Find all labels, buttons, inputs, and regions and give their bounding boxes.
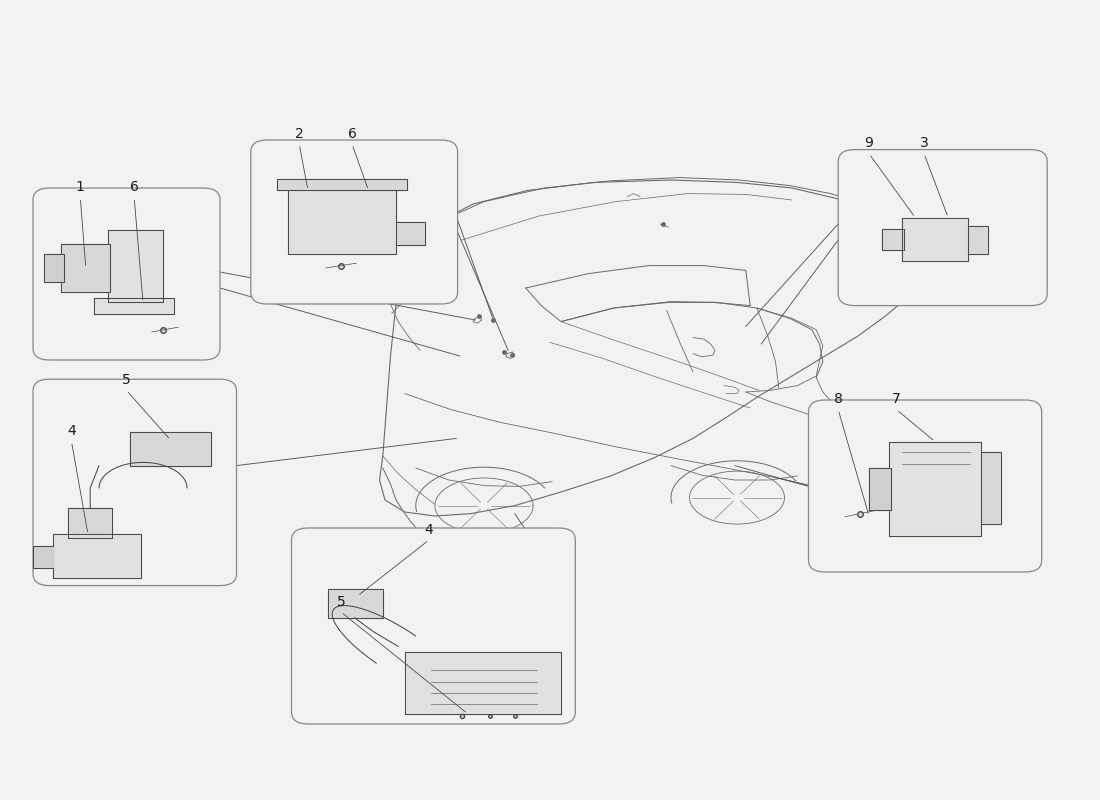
Polygon shape bbox=[889, 442, 981, 536]
Text: 1: 1 bbox=[76, 180, 85, 194]
Polygon shape bbox=[68, 508, 112, 538]
Polygon shape bbox=[882, 229, 904, 250]
Polygon shape bbox=[33, 546, 53, 568]
Polygon shape bbox=[94, 298, 174, 314]
Text: 5: 5 bbox=[122, 373, 131, 387]
Text: 7: 7 bbox=[892, 392, 901, 406]
Polygon shape bbox=[981, 452, 1001, 524]
Polygon shape bbox=[902, 218, 968, 261]
FancyBboxPatch shape bbox=[292, 528, 575, 724]
Text: 9: 9 bbox=[865, 136, 873, 150]
Text: 3: 3 bbox=[920, 136, 928, 150]
Polygon shape bbox=[288, 190, 396, 254]
Polygon shape bbox=[328, 589, 383, 618]
FancyBboxPatch shape bbox=[33, 379, 236, 586]
Text: 5: 5 bbox=[337, 595, 345, 609]
FancyBboxPatch shape bbox=[33, 188, 220, 360]
Text: 4: 4 bbox=[425, 523, 433, 537]
FancyBboxPatch shape bbox=[838, 150, 1047, 306]
Polygon shape bbox=[277, 179, 407, 190]
Polygon shape bbox=[130, 432, 211, 466]
FancyBboxPatch shape bbox=[808, 400, 1042, 572]
FancyBboxPatch shape bbox=[251, 140, 458, 304]
Text: 4: 4 bbox=[67, 424, 76, 438]
Polygon shape bbox=[44, 254, 64, 282]
Text: 8: 8 bbox=[834, 392, 843, 406]
Text: 6: 6 bbox=[130, 180, 139, 194]
Polygon shape bbox=[869, 468, 891, 510]
Polygon shape bbox=[53, 534, 141, 578]
Polygon shape bbox=[405, 652, 561, 714]
Polygon shape bbox=[396, 222, 425, 245]
Polygon shape bbox=[108, 230, 163, 302]
Polygon shape bbox=[60, 244, 110, 292]
Polygon shape bbox=[968, 226, 988, 254]
Text: 2: 2 bbox=[295, 127, 304, 141]
Text: 6: 6 bbox=[348, 127, 356, 141]
